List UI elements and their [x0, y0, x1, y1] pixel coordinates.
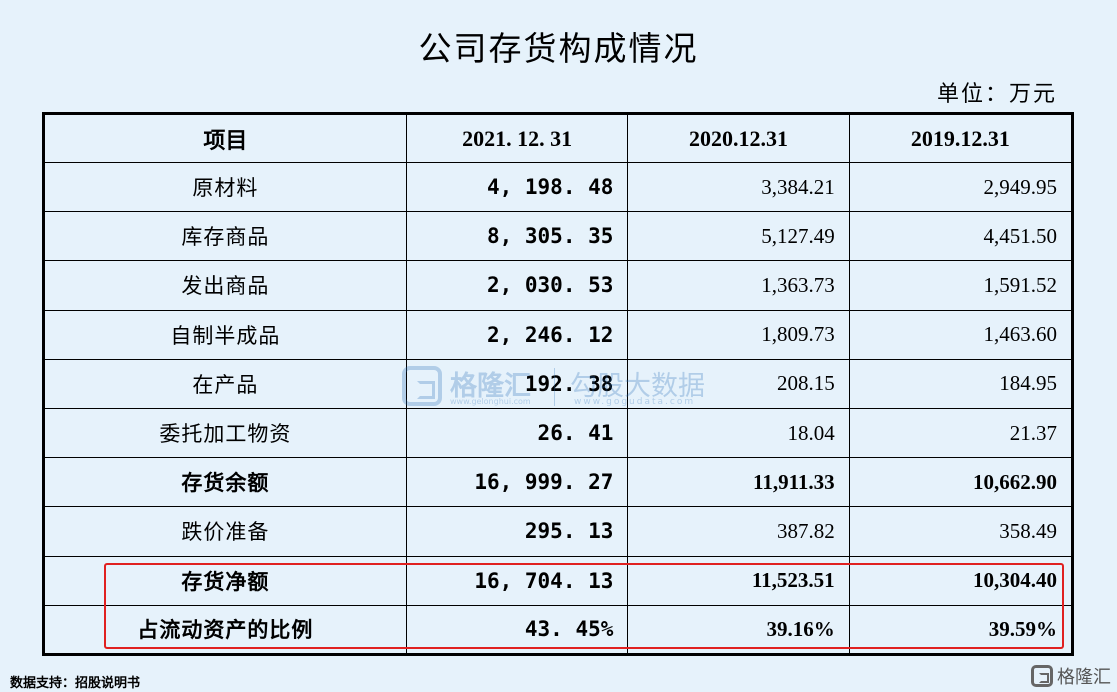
row-label: 在产品 [43, 358, 407, 409]
table-row: 原材料 4, 198. 48 3,384.21 2,949.95 [43, 161, 1074, 213]
value-2019: 39.59% [848, 604, 1074, 656]
value-2021: 8, 305. 35 [405, 211, 629, 262]
brand-name: 格隆汇 [1057, 667, 1111, 688]
header-2019: 2019.12.31 [848, 113, 1074, 163]
row-label: 库存商品 [43, 211, 407, 262]
value-2020: 208.15 [627, 358, 850, 409]
value-2020: 3,384.21 [627, 161, 850, 213]
value-2020: 39.16% [627, 604, 850, 656]
inventory-table: 项目 2021. 12. 31 2020.12.31 2019.12.31 原材… [42, 112, 1074, 656]
table-row: 跌价准备 295. 13 387.82 358.49 [43, 506, 1074, 557]
value-2021: 295. 13 [405, 506, 629, 557]
value-2020: 18.04 [627, 407, 850, 459]
value-2021: 4, 198. 48 [405, 161, 629, 213]
value-2019: 1,591.52 [848, 260, 1074, 311]
value-2021: 2, 030. 53 [405, 260, 629, 311]
value-2020: 1,363.73 [627, 260, 850, 311]
row-label: 跌价准备 [43, 506, 407, 557]
row-label: 委托加工物资 [43, 407, 407, 459]
header-2020: 2020.12.31 [627, 113, 850, 163]
value-2019: 21.37 [848, 407, 1074, 459]
table-row: 库存商品 8, 305. 35 5,127.49 4,451.50 [43, 211, 1074, 262]
row-label: 存货余额 [43, 457, 407, 508]
value-2020: 11,523.51 [627, 555, 850, 606]
value-2021: 16, 704. 13 [405, 555, 629, 606]
value-2019: 1,463.60 [848, 309, 1074, 360]
brand-mark: 格隆汇 [1031, 664, 1111, 688]
value-2019: 10,304.40 [848, 555, 1074, 606]
table-row: 委托加工物资 26. 41 18.04 21.37 [43, 407, 1074, 459]
value-2019: 10,662.90 [848, 457, 1074, 508]
value-2021: 43. 45% [405, 604, 629, 656]
value-2019: 4,451.50 [848, 211, 1074, 262]
value-2019: 184.95 [848, 358, 1074, 409]
header-item: 项目 [43, 113, 407, 163]
value-2020: 1,809.73 [627, 309, 850, 360]
source-note: 数据支持：招股说明书 [10, 676, 141, 691]
value-2021: 16, 999. 27 [405, 457, 629, 508]
table-row: 发出商品 2, 030. 53 1,363.73 1,591.52 [43, 260, 1074, 311]
row-label: 占流动资产的比例 [43, 604, 407, 656]
value-2021: 192. 38 [405, 358, 629, 409]
table-row-net: 存货净额 16, 704. 13 11,523.51 10,304.40 [43, 555, 1074, 606]
row-label: 原材料 [43, 161, 407, 213]
value-2021: 2, 246. 12 [405, 309, 629, 360]
header-2021: 2021. 12. 31 [405, 113, 629, 163]
table-row-ratio: 占流动资产的比例 43. 45% 39.16% 39.59% [43, 604, 1074, 656]
value-2021: 26. 41 [405, 407, 629, 459]
value-2019: 2,949.95 [848, 161, 1074, 213]
row-label: 发出商品 [43, 260, 407, 311]
value-2020: 11,911.33 [627, 457, 850, 508]
page-title: 公司存货构成情况 [418, 29, 699, 68]
table-row-total: 存货余额 16, 999. 27 11,911.33 10,662.90 [43, 457, 1074, 508]
value-2020: 387.82 [627, 506, 850, 557]
table-header-row: 项目 2021. 12. 31 2020.12.31 2019.12.31 [43, 113, 1074, 163]
value-2020: 5,127.49 [627, 211, 850, 262]
row-label: 存货净额 [43, 555, 407, 606]
table-row: 自制半成品 2, 246. 12 1,809.73 1,463.60 [43, 309, 1074, 360]
table-row: 在产品 192. 38 208.15 184.95 [43, 358, 1074, 409]
unit-label: 单位：万元 [936, 82, 1057, 107]
gelonghui-logo-icon [1031, 665, 1053, 687]
row-label: 自制半成品 [43, 309, 407, 360]
value-2019: 358.49 [848, 506, 1074, 557]
